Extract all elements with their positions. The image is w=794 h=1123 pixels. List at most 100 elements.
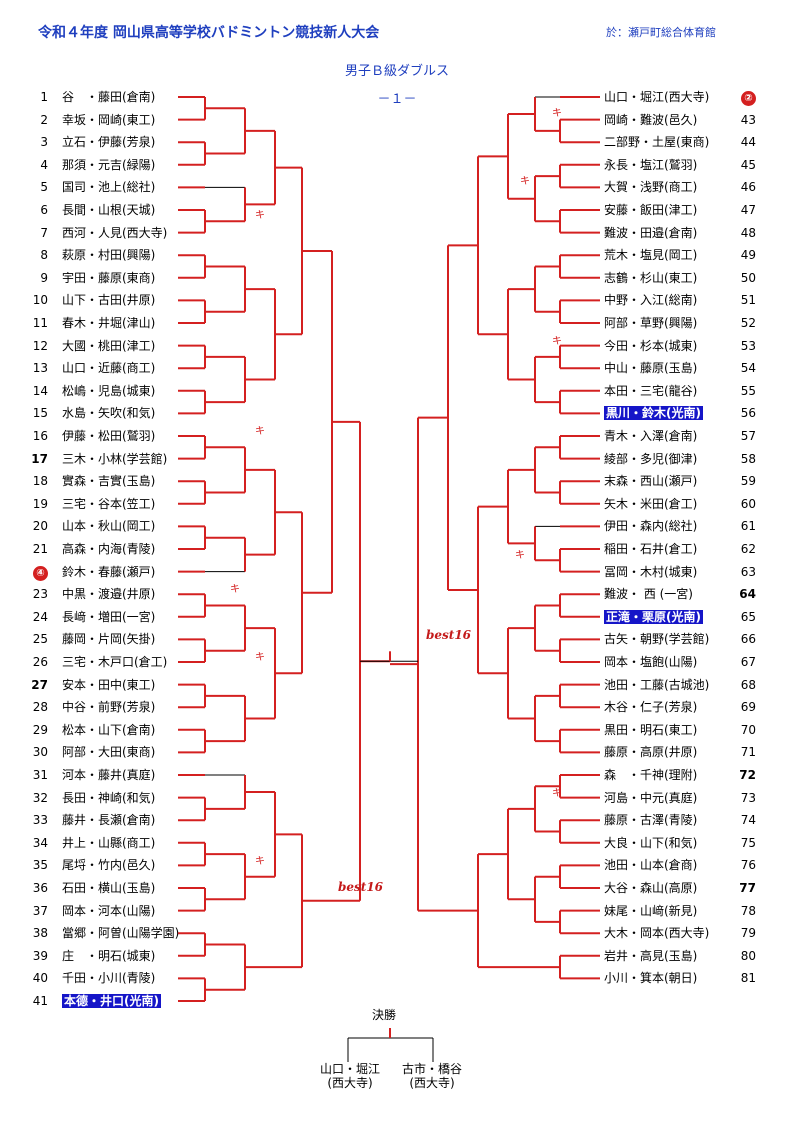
player-pair: 岡本・河本(山陽): [62, 901, 155, 921]
player-number: 61: [740, 519, 756, 534]
player-pair-label: 山本・秋山(岡工): [62, 519, 156, 534]
withdraw-mark: キ: [255, 426, 265, 437]
withdraw-mark: キ: [552, 336, 562, 347]
event-name: 男子Ｂ級ダブルス: [344, 64, 449, 79]
player-pair: 庄 ・明石(城東): [62, 946, 155, 966]
player-pair: 難波・田邉(倉南): [604, 223, 697, 243]
player-number: 26: [32, 655, 48, 669]
player-pair: 大國・桃田(津工): [62, 336, 155, 356]
player-number: 76: [740, 858, 756, 873]
player-pair-label: 水島・矢吹(和気): [62, 406, 156, 421]
player-number: 16: [32, 429, 48, 443]
player-pair: 木谷・仁子(芳泉): [604, 697, 697, 717]
player-pair: 黒田・明石(東工): [604, 720, 697, 740]
player-pair: 中山・藤原(玉島): [604, 358, 697, 378]
player-pair-label: 鈴木・春藤(瀬戸): [62, 564, 156, 579]
player-pair-label: 安本・田中(東工): [62, 677, 156, 692]
player-number: 46: [740, 180, 756, 195]
player-pair: 實森・吉實(玉島): [62, 471, 155, 491]
player-pair-label: 永長・塩江(鷲羽): [604, 157, 698, 172]
player-pair: 荒木・塩見(岡工): [604, 245, 697, 265]
player-number: 17: [31, 451, 48, 466]
withdraw-mark: キ: [230, 584, 240, 595]
player-pair: 妹尾・山﨑(新見): [604, 901, 697, 921]
player-pair-label: 難波・ 西 (一宮): [604, 587, 693, 602]
player-pair: 冨岡・木村(城東): [604, 562, 697, 582]
player-number: 75: [740, 835, 756, 850]
player-number: 67: [740, 655, 756, 669]
player-pair: 本德・井口(光南): [62, 991, 161, 1011]
player-pair: 安藤・飯田(津工): [604, 200, 697, 220]
player-pair-label: 中山・藤原(玉島): [604, 361, 698, 376]
player-pair-label: 谷 ・藤田(倉南): [62, 90, 156, 104]
finalist-right-school: (西大寺): [409, 1076, 455, 1090]
withdraw-mark: キ: [515, 550, 525, 561]
withdraw-mark: キ: [255, 856, 265, 867]
player-pair-label: 藤原・古澤(青陵): [604, 813, 698, 828]
player-number: 55: [740, 383, 756, 398]
player-number: 32: [32, 790, 48, 805]
player-pair: 大賀・浅野(商工): [604, 177, 697, 197]
player-pair: 水島・矢吹(和気): [62, 403, 155, 423]
player-number: 78: [740, 903, 756, 918]
player-number: 35: [32, 858, 48, 873]
player-pair: 伊田・森内(総社): [604, 516, 697, 536]
player-pair-label: 伊藤・松田(鷲羽): [62, 429, 156, 443]
player-number: 79: [740, 926, 756, 941]
player-pair: 中黒・渡邉(井原): [62, 584, 155, 604]
player-pair-label: 松嶋・児島(城東): [62, 383, 156, 398]
player-number: 43: [740, 112, 756, 127]
player-number: 19: [32, 496, 48, 511]
player-pair-label: 山下・古田(井原): [62, 293, 156, 308]
player-number: 48: [740, 225, 756, 240]
seed-badge: ④: [33, 565, 48, 581]
player-pair-label: 森 ・千神(理附): [604, 768, 698, 782]
player-pair-label: 幸坂・岡崎(東工): [62, 112, 156, 127]
player-pair-label: 阿部・草野(興陽): [604, 316, 698, 330]
player-pair-label: 冨岡・木村(城東): [604, 564, 698, 579]
player-number: 1: [40, 90, 48, 104]
player-number: 12: [32, 338, 48, 353]
player-pair-label: 長田・神崎(和気): [62, 790, 156, 805]
player-number: 51: [740, 293, 756, 308]
player-pair: 松嶋・児島(城東): [62, 381, 155, 401]
withdraw-mark: キ: [552, 788, 562, 799]
player-number: 74: [740, 813, 756, 828]
player-number: 13: [32, 361, 48, 376]
player-pair: 萩原・村田(興陽): [62, 245, 155, 265]
player-pair-label: 今田・杉本(城東): [604, 338, 698, 353]
player-number: 14: [32, 383, 48, 398]
player-pair-label: 高森・内海(青陵): [62, 542, 156, 556]
player-number: 71: [740, 745, 756, 760]
player-pair: 古矢・朝野(学芸館): [604, 629, 709, 649]
player-pair: 山口・堀江(西大寺): [604, 87, 709, 107]
player-pair-label: 實森・吉實(玉島): [62, 474, 156, 489]
player-pair-label: 志鶴・杉山(東工): [604, 270, 698, 285]
player-number: 58: [740, 451, 756, 466]
player-pair: 長間・山根(天城): [62, 200, 155, 220]
player-pair-label: 中谷・前野(芳泉): [62, 700, 156, 715]
player-pair: 石田・横山(玉島): [62, 878, 155, 898]
player-number: 49: [740, 248, 756, 263]
player-pair: 中谷・前野(芳泉): [62, 697, 155, 717]
player-pair: 藤井・長瀬(倉南): [62, 810, 155, 830]
player-pair-label: 大國・桃田(津工): [62, 338, 156, 353]
player-pair: 千田・小川(青陵): [62, 968, 155, 988]
player-pair-label: 安藤・飯田(津工): [604, 203, 698, 217]
player-pair-label: 阿部・大田(東商): [62, 745, 156, 760]
player-pair-label: 井上・山縣(商工): [62, 835, 156, 850]
player-number: 9: [40, 270, 48, 285]
player-pair: 藤原・古澤(青陵): [604, 810, 697, 830]
player-pair: 幸坂・岡崎(東工): [62, 110, 155, 130]
player-number: 31: [32, 768, 48, 782]
player-number: 39: [32, 948, 48, 963]
player-pair-label: 立石・伊藤(芳泉): [62, 135, 156, 150]
player-pair-label: 黒川・鈴木(光南): [604, 406, 703, 421]
player-pair-label: 二部野・土屋(東商): [604, 135, 710, 150]
player-pair-label: 尾埒・竹内(邑久): [62, 858, 156, 873]
player-number: 64: [739, 587, 756, 602]
player-pair-label: 藤岡・片岡(矢掛): [62, 632, 156, 647]
player-pair-label: 山口・堀江(西大寺): [604, 90, 710, 104]
player-number: 41: [32, 994, 48, 1008]
player-pair-label: 庄 ・明石(城東): [62, 948, 156, 963]
